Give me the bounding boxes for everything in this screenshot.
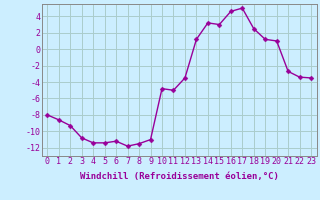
X-axis label: Windchill (Refroidissement éolien,°C): Windchill (Refroidissement éolien,°C)	[80, 172, 279, 181]
